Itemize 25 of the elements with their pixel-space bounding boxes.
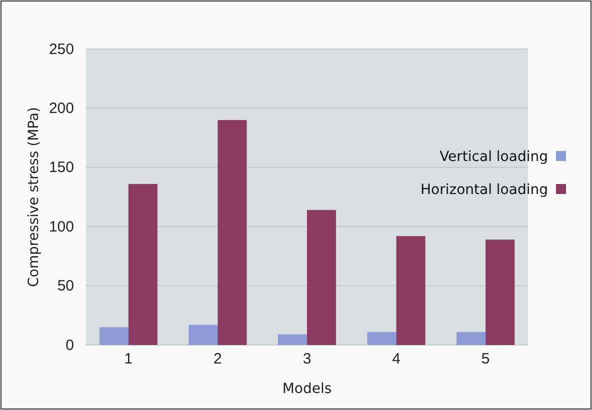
bar: [307, 210, 336, 345]
y-tick-label: 50: [57, 278, 74, 295]
y-tick-label: 0: [66, 336, 74, 354]
legend-label: Horizontal loading: [420, 182, 548, 198]
y-axis-title: Compressive stress (MPa): [26, 106, 42, 288]
bar: [218, 120, 247, 345]
legend-label: Vertical loading: [440, 149, 548, 165]
bar: [128, 184, 158, 345]
bar: [99, 327, 128, 345]
x-tick-label: 3: [302, 350, 312, 368]
x-tick-label: 4: [392, 350, 400, 368]
x-tick-label: 2: [214, 350, 222, 368]
bar: [367, 332, 396, 345]
bar: [396, 236, 426, 345]
y-tick-label: 250: [48, 40, 74, 58]
bar: [486, 240, 515, 345]
x-axis-title: Models: [282, 381, 332, 397]
bar: [456, 332, 486, 345]
bar: [188, 324, 218, 345]
bar: [278, 334, 307, 345]
y-tick-label: 100: [48, 218, 74, 236]
x-tick-label: 5: [481, 350, 490, 368]
x-tick-label: 1: [124, 350, 133, 368]
y-tick-label: 200: [48, 100, 74, 117]
y-tick-label: 150: [48, 159, 74, 176]
